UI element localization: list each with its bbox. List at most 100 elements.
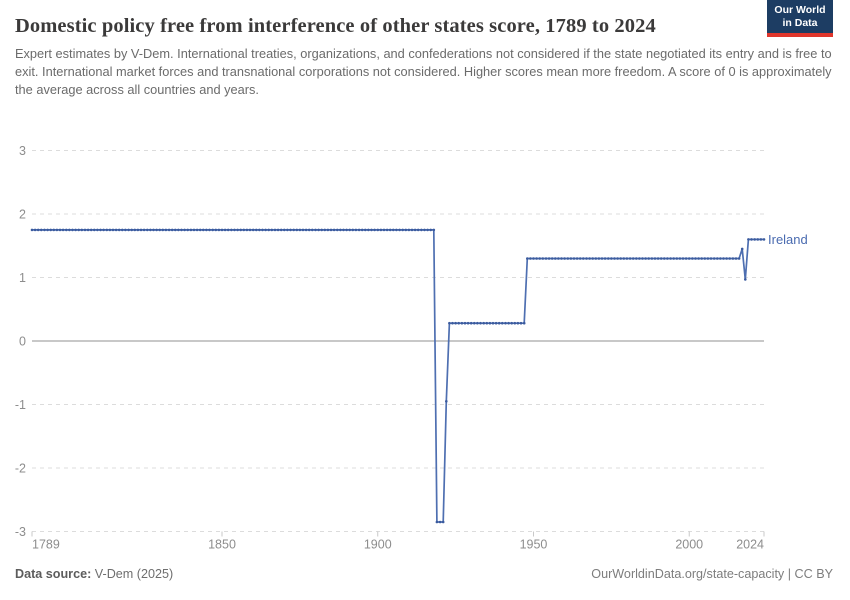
data-point[interactable] [77,228,80,232]
data-point[interactable] [744,278,747,281]
data-point[interactable] [360,228,364,232]
data-point[interactable] [572,257,576,260]
data-point[interactable] [226,228,230,232]
data-point[interactable] [644,257,647,260]
data-point[interactable] [89,228,93,232]
data-point[interactable] [476,321,479,325]
data-point[interactable] [180,228,183,232]
data-point[interactable] [183,228,186,232]
data-point[interactable] [681,257,685,260]
data-point[interactable] [124,228,127,232]
data-point[interactable] [392,228,395,232]
data-point[interactable] [404,228,408,232]
data-point[interactable] [479,321,482,325]
data-point[interactable] [516,321,520,325]
data-point[interactable] [195,228,199,232]
data-point[interactable] [610,257,613,260]
data-point[interactable] [205,228,208,232]
data-point[interactable] [161,228,165,232]
data-point[interactable] [264,228,267,232]
data-point[interactable] [146,228,149,232]
data-point[interactable] [432,228,436,232]
data-point[interactable] [348,228,352,232]
data-point[interactable] [239,228,242,232]
data-point[interactable] [105,228,109,232]
data-point[interactable] [504,321,507,325]
data-point[interactable] [370,228,373,232]
data-point[interactable] [68,228,71,232]
data-point[interactable] [395,228,398,232]
data-point[interactable] [522,321,526,325]
data-point[interactable] [376,228,380,232]
data-point[interactable] [283,228,286,232]
data-point[interactable] [117,228,121,232]
data-point[interactable] [678,257,682,260]
data-point[interactable] [659,257,663,260]
data-point[interactable] [364,228,367,232]
data-point[interactable] [591,257,594,260]
data-point[interactable] [501,321,504,325]
data-point[interactable] [438,520,442,524]
data-point[interactable] [510,321,513,325]
data-point[interactable] [332,228,336,232]
data-point[interactable] [382,228,386,232]
data-point[interactable] [93,228,96,232]
data-point[interactable] [416,228,420,232]
data-point[interactable] [451,321,454,325]
data-point[interactable] [544,257,548,260]
data-point[interactable] [177,228,180,232]
data-point[interactable] [167,228,171,232]
data-point[interactable] [304,228,308,232]
data-point[interactable] [33,228,37,232]
data-point[interactable] [401,228,405,232]
data-point[interactable] [488,321,492,325]
data-point[interactable] [575,257,579,260]
data-point[interactable] [494,321,498,325]
data-point[interactable] [102,228,105,232]
data-point[interactable] [307,228,311,232]
data-point[interactable] [323,228,327,232]
data-point[interactable] [734,257,738,260]
data-point[interactable] [80,228,84,232]
data-point[interactable] [703,257,707,260]
data-point[interactable] [719,257,722,260]
data-point[interactable] [40,228,43,232]
data-point[interactable] [607,257,610,260]
series-markers-ireland[interactable] [30,228,766,524]
data-point[interactable] [585,257,588,260]
data-point[interactable] [273,228,277,232]
attribution-link[interactable]: OurWorldinData.org/state-capacity | CC B… [591,567,833,581]
data-point[interactable] [529,257,532,260]
data-point[interactable] [669,257,672,260]
data-point[interactable] [663,257,666,260]
data-point[interactable] [675,257,679,260]
data-point[interactable] [127,228,130,232]
data-point[interactable] [435,520,439,524]
data-point[interactable] [603,257,607,260]
data-point[interactable] [410,228,414,232]
data-point[interactable] [526,257,529,260]
data-point[interactable] [236,228,239,232]
data-point[interactable] [130,228,133,232]
data-point[interactable] [108,228,112,232]
data-point[interactable] [298,228,302,232]
data-point[interactable] [367,228,370,232]
data-point[interactable] [762,238,766,241]
data-point[interactable] [619,257,622,260]
data-point[interactable] [329,228,333,232]
data-point[interactable] [423,228,426,232]
data-point[interactable] [198,228,202,232]
data-point[interactable] [694,257,697,260]
data-point[interactable] [638,257,641,260]
data-point[interactable] [261,228,264,232]
data-point[interactable] [725,257,728,260]
data-point[interactable] [541,257,545,260]
data-point[interactable] [550,257,554,260]
data-point[interactable] [491,321,495,325]
data-point[interactable] [258,228,261,232]
data-point[interactable] [413,228,417,232]
data-point[interactable] [342,228,345,232]
data-point[interactable] [463,321,467,325]
data-point[interactable] [566,257,570,260]
data-point[interactable] [214,228,218,232]
